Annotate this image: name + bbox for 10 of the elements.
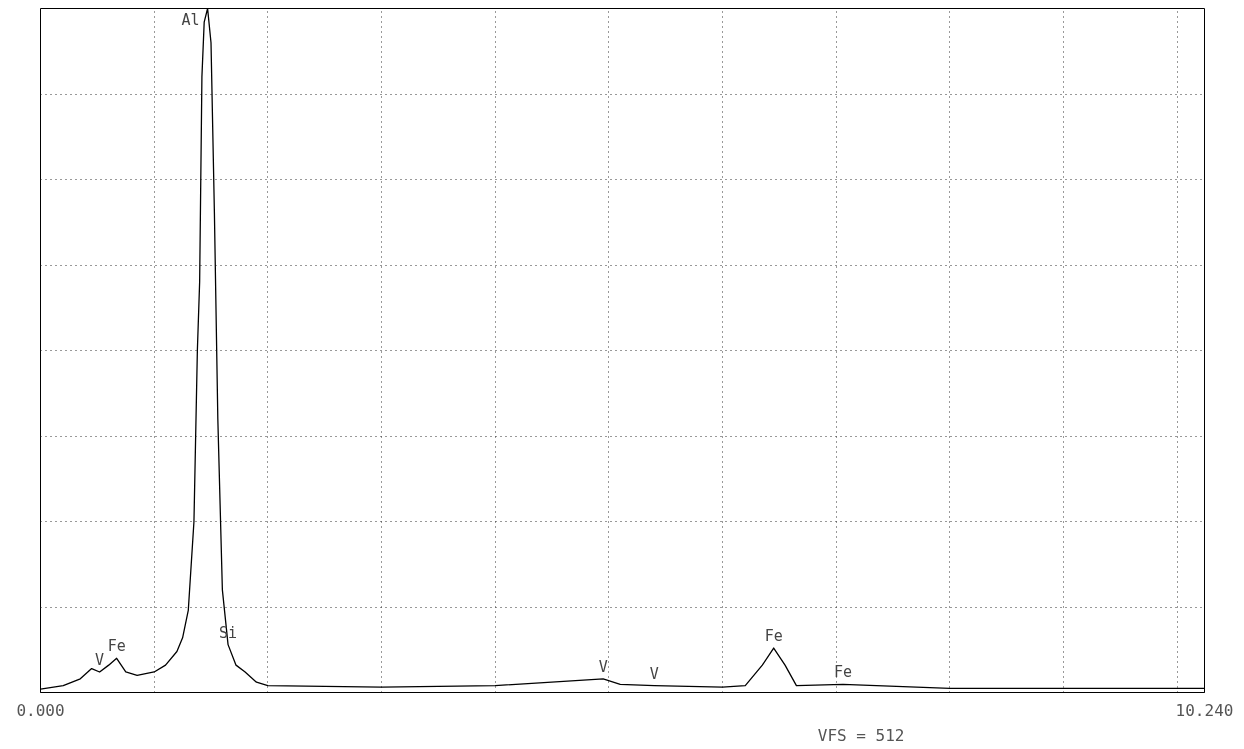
annotation: V xyxy=(649,664,659,683)
annotation: Fe xyxy=(107,637,126,656)
annotation: Fe xyxy=(833,663,853,682)
annotation: Al xyxy=(181,10,200,29)
text: VFS = 512 xyxy=(817,725,905,745)
annotation: V xyxy=(95,650,105,669)
annotation: V xyxy=(598,657,608,676)
annotation: Fe xyxy=(764,627,783,646)
x-tick-label: 0.000 xyxy=(16,700,65,720)
x-tick-label: 10.240 xyxy=(1175,700,1234,720)
